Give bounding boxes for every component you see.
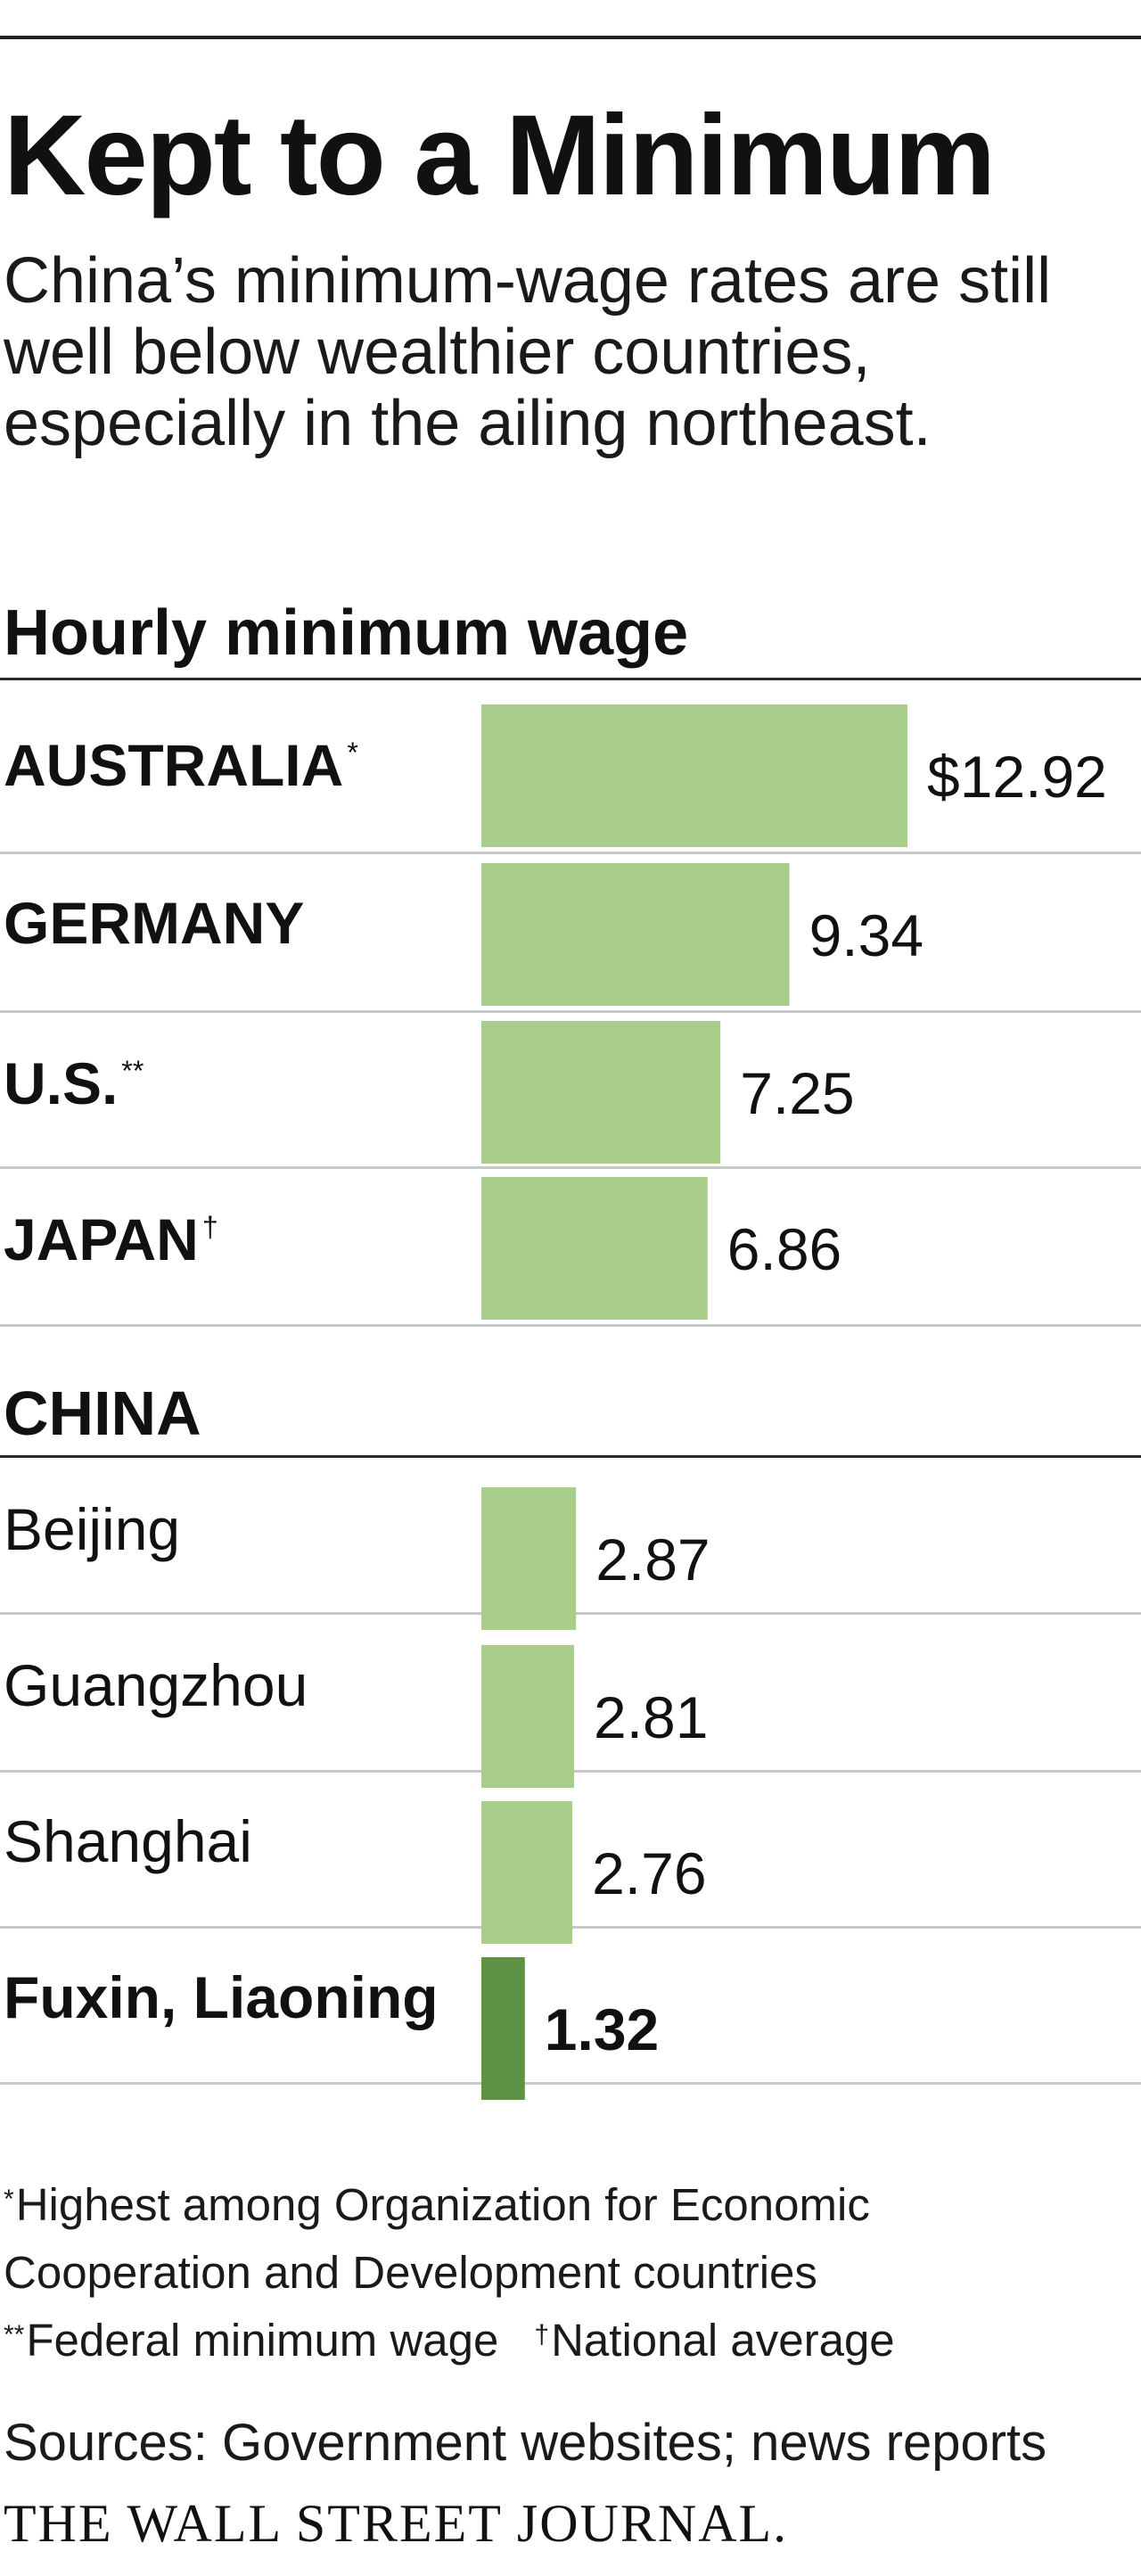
bar-fuxin-liaoning <box>481 1957 525 2100</box>
bar-guangzhou <box>481 1645 574 1788</box>
value-label-japan: 6.86 <box>727 1216 841 1282</box>
value-label-u-s: 7.25 <box>740 1060 854 1126</box>
chart-title: Hourly minimum wage <box>4 597 689 669</box>
footnotes: *Highest among Organization for Economic… <box>4 2171 1136 2374</box>
row-divider <box>0 1166 1141 1169</box>
row-label-fuxin: Fuxin, Liaoning <box>4 1964 439 2030</box>
row-divider <box>0 1324 1141 1327</box>
row-label-germany: GERMANY <box>4 890 305 956</box>
row-divider <box>0 1010 1141 1013</box>
row-divider <box>0 2082 1141 2085</box>
bar-u-s <box>481 1021 721 1164</box>
subhead: China’s minimum-wage rates are still wel… <box>4 245 1052 459</box>
value-label-australia: $12.92 <box>927 744 1107 810</box>
value-label-guangzhou: 2.81 <box>594 1684 708 1750</box>
footnote-oecd-cont: Cooperation and Development countries <box>4 2247 817 2298</box>
bar-japan <box>481 1177 708 1320</box>
value-label-shanghai: 2.76 <box>592 1840 706 1906</box>
value-label-fuxin-liaoning: 1.32 <box>545 1996 659 2062</box>
row-label-japan: JAPAN † <box>4 1206 218 1272</box>
row-label-guangzhou: Guangzhou <box>4 1652 308 1718</box>
row-label-shanghai: Shanghai <box>4 1808 252 1874</box>
footnote-oecd: *Highest among Organization for Economic <box>4 2179 870 2230</box>
source-line: Sources: Government websites; news repor… <box>4 2414 1047 2472</box>
bar-beijing <box>481 1487 577 1630</box>
row-label-beijing: Beijing <box>4 1496 181 1562</box>
value-label-beijing: 2.87 <box>595 1527 710 1593</box>
footnote-us-japan: **Federal minimum wage †National average <box>4 2315 895 2366</box>
headline: Kept to a Minimum <box>4 92 996 219</box>
value-label-germany: 9.34 <box>809 902 923 968</box>
bar-australia <box>481 704 907 847</box>
group-label-china: CHINA <box>4 1379 201 1448</box>
title-rule <box>0 678 1141 680</box>
top-rule <box>0 36 1141 39</box>
row-label-australia: AUSTRALIA * <box>4 732 358 798</box>
row-label-us: U.S. ** <box>4 1050 144 1116</box>
publisher-logo: THE WALL STREET JOURNAL. <box>4 2494 789 2553</box>
group-rule <box>0 1455 1141 1458</box>
row-divider <box>0 852 1141 854</box>
bar-shanghai <box>481 1801 573 1944</box>
bar-germany <box>481 863 790 1006</box>
